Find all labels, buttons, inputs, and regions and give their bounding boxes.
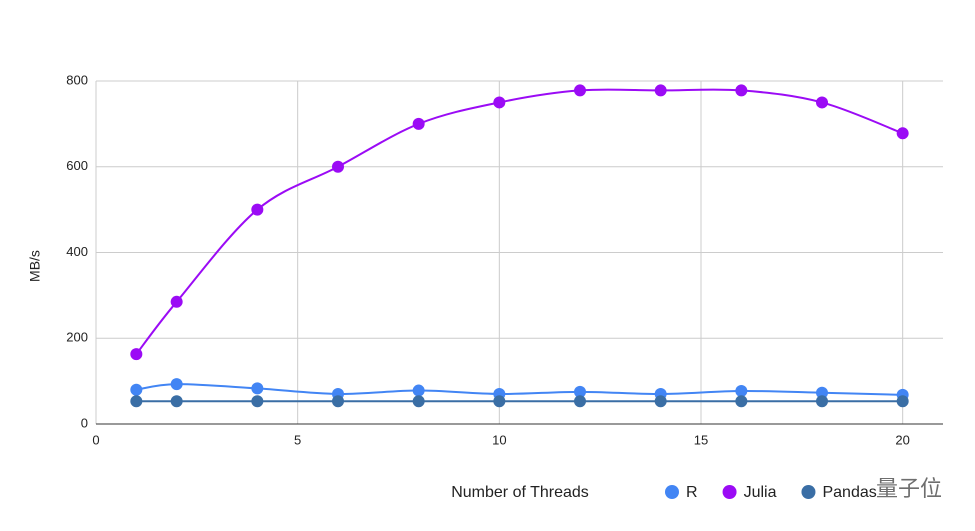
- data-point: [816, 386, 828, 399]
- y-tick-label: 0: [81, 415, 88, 430]
- data-point: [816, 96, 828, 109]
- y-tick-label: 600: [66, 158, 88, 173]
- x-tick-label: 15: [694, 432, 708, 447]
- y-axis-title: MB/s: [27, 250, 43, 282]
- series-line: [135, 88, 904, 355]
- legend-marker: [665, 485, 679, 499]
- legend-label: R: [686, 484, 698, 501]
- legend-label: Pandas: [822, 484, 876, 501]
- watermark: 量子位: [876, 476, 942, 501]
- series-line: [136, 383, 903, 396]
- data-point: [251, 382, 264, 395]
- data-point: [170, 395, 183, 408]
- data-point: [412, 395, 425, 408]
- x-tick-label: 0: [92, 432, 99, 447]
- data-point: [170, 295, 183, 308]
- x-tick-label: 10: [492, 432, 506, 447]
- data-point: [412, 384, 425, 397]
- data-point: [130, 395, 143, 408]
- data-point: [251, 395, 264, 408]
- legend-label: Julia: [744, 484, 777, 501]
- data-point: [332, 160, 344, 173]
- x-axis-title: Number of Threads: [451, 484, 589, 501]
- data-point: [735, 84, 748, 97]
- data-point: [816, 395, 828, 408]
- data-point: [170, 378, 183, 391]
- data-point: [130, 383, 143, 396]
- data-point: [735, 384, 748, 397]
- data-point: [412, 117, 425, 130]
- x-tick-label: 5: [294, 432, 301, 447]
- data-point: [130, 348, 143, 361]
- data-point: [251, 203, 264, 216]
- data-point: [493, 96, 506, 109]
- y-tick-label: 200: [66, 330, 88, 345]
- data-point: [332, 395, 344, 408]
- data-point: [735, 395, 748, 408]
- data-point: [574, 84, 586, 97]
- legend-marker: [801, 485, 816, 499]
- data-point: [574, 385, 586, 398]
- data-point: [654, 84, 667, 97]
- data-point: [896, 395, 909, 408]
- data-point: [493, 395, 506, 408]
- x-tick-label: 20: [895, 432, 909, 447]
- data-point: [654, 395, 667, 408]
- y-tick-label: 400: [66, 244, 88, 259]
- data-point: [574, 395, 586, 408]
- data-point: [896, 127, 909, 140]
- legend-marker: [722, 485, 737, 499]
- y-tick-label: 800: [66, 72, 88, 87]
